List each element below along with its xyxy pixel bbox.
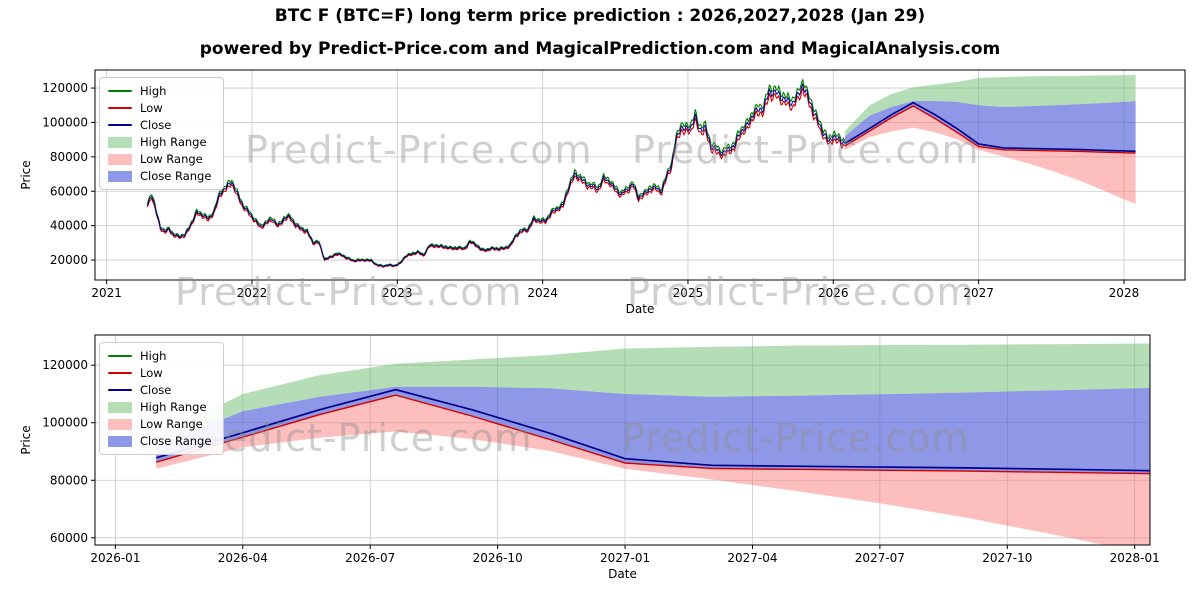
- svg-text:2027: 2027: [963, 286, 994, 300]
- figure-title: BTC F (BTC=F) long term price prediction…: [274, 6, 926, 26]
- legend-label: Close Range: [140, 434, 212, 448]
- low-line: [146, 86, 846, 268]
- legend-swatch: [108, 89, 132, 93]
- legend-item-low-range: Low Range: [108, 152, 211, 166]
- legend-item-high: High: [108, 349, 211, 363]
- legend-label: Close: [140, 383, 172, 397]
- svg-text:2023: 2023: [382, 286, 413, 300]
- legend-swatch: [108, 388, 132, 392]
- svg-text:2021: 2021: [91, 286, 122, 300]
- legend-item-high-range: High Range: [108, 400, 211, 414]
- legend-label: High Range: [140, 135, 207, 149]
- svg-text:2024: 2024: [527, 286, 558, 300]
- svg-text:2028: 2028: [1109, 286, 1140, 300]
- pred-low-line: [155, 394, 1150, 475]
- legend-label: Low Range: [140, 417, 203, 431]
- low-range-band: [156, 395, 1150, 545]
- legend-item-low-range: Low Range: [108, 417, 211, 431]
- legend-label: Close Range: [140, 169, 212, 183]
- legend-swatch: [108, 354, 132, 358]
- top-chart-legend: High Low Close High Range Low Range Close Ran…: [99, 77, 225, 190]
- svg-text:2028-01: 2028-01: [1110, 551, 1160, 565]
- svg-text:40000: 40000: [50, 219, 88, 233]
- legend-swatch: [108, 123, 132, 127]
- legend-item-high-range: High Range: [108, 135, 211, 149]
- legend-swatch: [108, 170, 132, 182]
- legend-swatch: [108, 153, 132, 165]
- figure-subtitle: powered by Predict-Price.com and Magical…: [199, 39, 1001, 59]
- svg-text:2026: 2026: [818, 286, 849, 300]
- svg-text:2027-07: 2027-07: [855, 551, 905, 565]
- legend-swatch: [108, 371, 132, 375]
- legend-label: High: [140, 349, 167, 363]
- legend-label: High: [140, 84, 167, 98]
- legend-item-close-range: Close Range: [108, 434, 211, 448]
- bottom-chart-axis-labels: 2026-01 2026-04 2026-07 2026-10 2027-01 2027-…: [19, 358, 1160, 581]
- legend-item-close-range: Close Range: [108, 169, 211, 183]
- high-range-band: [844, 74, 1136, 137]
- svg-text:60000: 60000: [50, 184, 88, 198]
- svg-text:20000: 20000: [50, 253, 88, 267]
- pred-low-line: [844, 105, 1136, 154]
- svg-text:100000: 100000: [42, 115, 88, 129]
- close-line: [146, 82, 846, 268]
- close-range-band: [156, 386, 1150, 474]
- svg-text:2027-04: 2027-04: [727, 551, 777, 565]
- legend-label: High Range: [140, 400, 207, 414]
- svg-text:100000: 100000: [42, 416, 88, 430]
- svg-text:Price: Price: [19, 160, 33, 189]
- svg-text:2026-01: 2026-01: [90, 551, 140, 565]
- svg-text:80000: 80000: [50, 150, 88, 164]
- legend-label: Close: [140, 118, 172, 132]
- svg-text:Date: Date: [626, 302, 655, 316]
- high-range-band: [156, 343, 1150, 446]
- svg-text:120000: 120000: [42, 358, 88, 372]
- svg-text:2026-04: 2026-04: [218, 551, 268, 565]
- svg-text:2027-01: 2027-01: [600, 551, 650, 565]
- top-chart: 2021 2022 2023 2024 2025 2026 2027 2028 20000 400…: [19, 69, 1186, 316]
- svg-text:2026-10: 2026-10: [473, 551, 523, 565]
- svg-text:2026-07: 2026-07: [345, 551, 395, 565]
- svg-text:2027-10: 2027-10: [982, 551, 1032, 565]
- svg-text:Price: Price: [19, 425, 33, 454]
- legend-item-high: High: [108, 84, 211, 98]
- legend-swatch: [108, 418, 132, 430]
- legend-item-close: Close: [108, 118, 211, 132]
- legend-label: Low Range: [140, 152, 203, 166]
- svg-text:Date: Date: [608, 567, 637, 581]
- legend-item-low: Low: [108, 101, 211, 115]
- svg-text:60000: 60000: [50, 531, 88, 545]
- svg-text:2022: 2022: [237, 286, 268, 300]
- bottom-chart-legend: High Low Close High Range Low Range Close Ran…: [99, 342, 225, 455]
- legend-swatch: [108, 136, 132, 148]
- pred-close-line: [155, 388, 1150, 472]
- legend-label: Low: [140, 101, 163, 115]
- legend-item-low: Low: [108, 366, 211, 380]
- svg-text:2025: 2025: [673, 286, 704, 300]
- svg-text:120000: 120000: [42, 81, 88, 95]
- legend-label: Low: [140, 366, 163, 380]
- legend-swatch: [108, 435, 132, 447]
- high-line: [146, 78, 846, 267]
- top-chart-axis-labels: 2021 2022 2023 2024 2025 2026 2027 2028 20000 400…: [19, 81, 1139, 316]
- svg-text:80000: 80000: [50, 473, 88, 487]
- legend-swatch: [108, 106, 132, 110]
- bottom-chart: 2026-01 2026-04 2026-07 2026-10 2027-01 2027-…: [19, 334, 1160, 581]
- pred-close-line: [844, 101, 1136, 153]
- legend-swatch: [108, 401, 132, 413]
- legend-item-close: Close: [108, 383, 211, 397]
- close-range-band: [844, 100, 1136, 154]
- low-range-band: [844, 105, 1136, 205]
